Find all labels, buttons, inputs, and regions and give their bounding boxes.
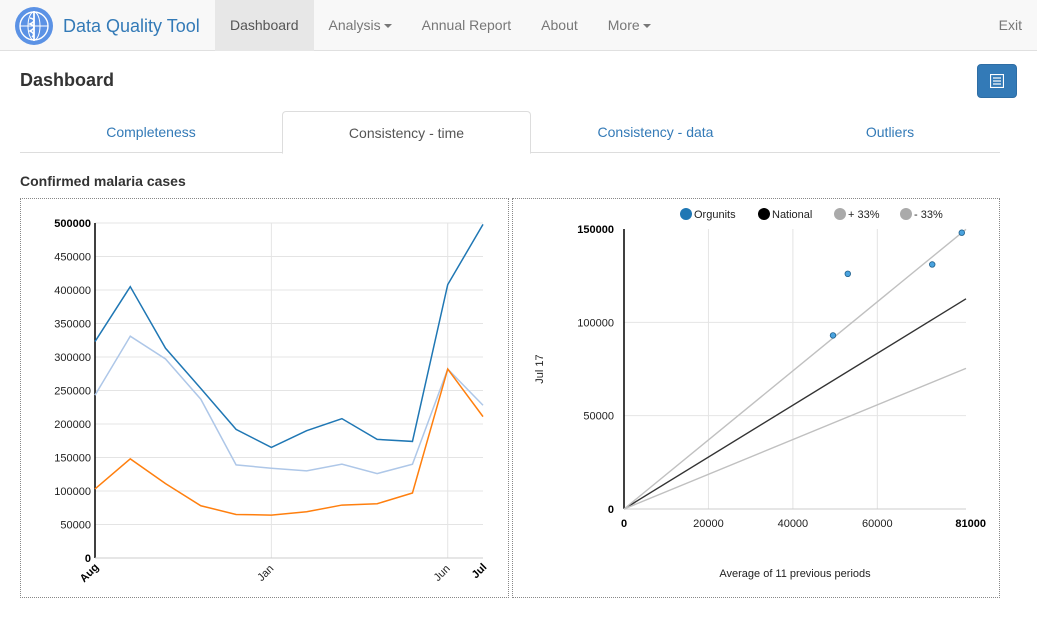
nav-analysis-label: Analysis — [328, 17, 381, 33]
y-tick-label: 200000 — [54, 419, 91, 431]
nav-analysis[interactable]: Analysis — [314, 0, 407, 51]
x-tick-label: Jun — [432, 563, 453, 584]
nav-more-label: More — [607, 17, 640, 33]
line-chart: 0 50000 100000 150000 200000 250000 300000 3500… — [54, 218, 490, 585]
y-tick-label: 400000 — [54, 285, 91, 297]
reference-line-0 — [623, 298, 967, 510]
data-point — [844, 270, 851, 277]
y-tick-label: 50000 — [583, 411, 614, 423]
series-line-2 — [94, 367, 484, 516]
nav-annual-report-label: Annual Report — [421, 17, 512, 33]
nav-more[interactable]: More — [593, 0, 666, 51]
legend-label: + 33% — [848, 209, 880, 221]
x-tick-label: 81000 — [955, 518, 986, 530]
y-tick-label: 350000 — [54, 319, 91, 331]
page-title: Dashboard — [20, 70, 115, 90]
y-tick-label: 250000 — [54, 386, 91, 398]
data-point — [829, 332, 837, 339]
nav-dashboard-label: Dashboard — [230, 17, 299, 33]
legend-marker — [758, 208, 770, 220]
tab-consistency-time[interactable]: Consistency - time — [282, 111, 531, 154]
report-button[interactable] — [977, 64, 1017, 98]
y-tick-label: 150000 — [577, 224, 614, 236]
section-title: Confirmed malaria cases — [20, 173, 186, 189]
y-tick-label: 0 — [85, 553, 91, 565]
tab-completeness[interactable]: Completeness — [106, 124, 196, 140]
series-line-0 — [94, 223, 484, 449]
scatter-chart: 0 20000 40000 60000 81000 0 50000 100000 150000 A… — [534, 208, 986, 580]
reference-line-2 — [623, 367, 967, 510]
y-tick-label: 300000 — [54, 352, 91, 364]
nav-dashboard[interactable]: Dashboard — [215, 0, 314, 51]
y-tick-label: 500000 — [54, 218, 91, 230]
data-point — [958, 229, 965, 236]
brand-title: Data Quality Tool — [63, 15, 200, 36]
nav-about-label: About — [541, 17, 578, 33]
navbar: Data Quality Tool Dashboard Analysis Ann… — [0, 0, 1037, 51]
y-tick-label: 0 — [608, 504, 614, 516]
x-tick-label: 0 — [621, 518, 627, 530]
series-line-1 — [94, 335, 484, 475]
caret-down-icon — [642, 24, 651, 29]
x-axis-label: Average of 11 previous periods — [719, 568, 871, 580]
caret-down-icon — [383, 24, 392, 29]
brand[interactable]: Data Quality Tool — [14, 6, 200, 46]
who-emblem-icon — [15, 7, 53, 45]
x-tick-label: Jul — [470, 561, 490, 581]
legend-marker — [900, 208, 912, 220]
x-tick-label: Aug — [78, 561, 102, 585]
nav-about[interactable]: About — [526, 0, 593, 51]
tab-bar: Completeness Consistency - time Consiste… — [20, 111, 1000, 154]
x-tick-label: 20000 — [693, 518, 724, 530]
y-tick-label: 100000 — [577, 317, 614, 329]
y-tick-label: 150000 — [54, 453, 91, 465]
y-tick-label: 450000 — [54, 252, 91, 264]
data-point — [929, 261, 936, 268]
scatter-chart-panel: 0 20000 40000 60000 81000 0 50000 100000 150000 A… — [512, 198, 1000, 598]
main-nav: Dashboard Analysis Annual Report About M… — [215, 0, 666, 51]
reference-line-1 — [623, 228, 967, 510]
legend-marker — [834, 208, 846, 220]
list-document-icon — [990, 74, 1004, 88]
exit-link[interactable]: Exit — [998, 17, 1022, 33]
x-tick-label: 40000 — [778, 518, 809, 530]
legend-label: National — [772, 209, 812, 221]
y-axis-label: Jul 17 — [534, 354, 546, 383]
y-tick-label: 100000 — [54, 486, 91, 498]
y-tick-label: 50000 — [60, 520, 91, 532]
legend-label: - 33% — [914, 209, 943, 221]
tab-outliers[interactable]: Outliers — [865, 124, 915, 140]
tab-consistency-data[interactable]: Consistency - data — [597, 124, 714, 140]
x-tick-label: 60000 — [862, 518, 893, 530]
line-chart-panel: 0 50000 100000 150000 200000 250000 300000 3500… — [20, 198, 509, 598]
x-tick-label: Jan — [255, 563, 276, 584]
legend-marker — [680, 208, 692, 220]
nav-annual-report[interactable]: Annual Report — [407, 0, 527, 51]
legend-label: Orgunits — [694, 209, 736, 221]
